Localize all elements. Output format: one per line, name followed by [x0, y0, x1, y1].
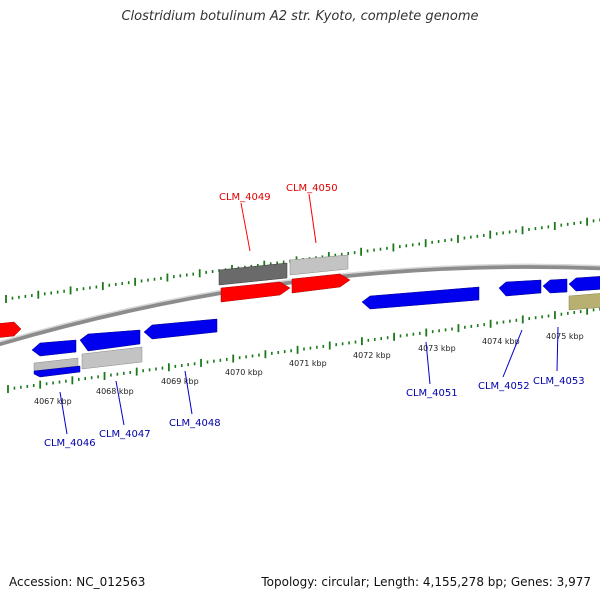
scale-label: 4073 kbp: [418, 344, 456, 353]
accession-text: Accession: NC_012563: [9, 575, 146, 589]
leader-line: [502, 329, 523, 378]
leader-line: [240, 202, 251, 252]
scale-label: 4075 kbp: [546, 332, 584, 341]
gene-clm-4048[interactable]: [143, 318, 218, 340]
gene-clm-4049[interactable]: [220, 281, 291, 303]
gene-label-clm-4053[interactable]: CLM_4053: [533, 376, 585, 387]
map-title: Clostridium botulinum A2 str. Kyoto, com…: [121, 9, 479, 24]
feature-layer: [0, 254, 600, 378]
gene-clm-4050[interactable]: [291, 273, 351, 294]
scale-label: 4070 kbp: [225, 368, 263, 377]
genome-summary-text: Topology: circular; Length: 4,155,278 bp…: [261, 575, 591, 589]
scale-label: 4069 kbp: [161, 377, 199, 386]
leader-line: [59, 391, 68, 435]
leader-line: [308, 193, 317, 244]
gene-label-clm-4049[interactable]: CLM_4049: [219, 192, 271, 203]
scale-label: 4074 kbp: [482, 337, 520, 346]
gene-clm-4053[interactable]: [542, 278, 568, 294]
gene-clm-4047-pseudo[interactable]: [81, 346, 143, 370]
leader-line: [425, 341, 431, 385]
gene-label-clm-4046[interactable]: CLM_4046: [44, 438, 96, 449]
scale-label: 4068 kbp: [96, 387, 134, 396]
scale-labels: 4067 kbp 4068 kbp 4069 kbp 4070 kbp 4071…: [34, 332, 584, 406]
gene-clm-4046-b[interactable]: [33, 365, 81, 378]
scale-label: 4071 kbp: [289, 359, 327, 368]
gene-label-clm-4051[interactable]: CLM_4051: [406, 388, 458, 399]
gene-forward-partial[interactable]: [0, 321, 22, 338]
scale-label: 4067 kbp: [34, 397, 72, 406]
gene-clm-4053-b[interactable]: [568, 276, 600, 292]
leader-line: [184, 370, 193, 415]
genome-backbone-highlight: [0, 263, 600, 343]
gene-clm-4046[interactable]: [31, 339, 77, 357]
scale-label: 4072 kbp: [353, 351, 391, 360]
gene-clm-4047[interactable]: [79, 329, 141, 352]
gene-clm-4052[interactable]: [498, 279, 542, 297]
gene-label-clm-4047[interactable]: CLM_4047: [99, 429, 151, 440]
gene-label-clm-4052[interactable]: CLM_4052: [478, 381, 530, 392]
gene-clm-4051[interactable]: [361, 286, 480, 310]
leader-line: [556, 326, 559, 372]
tick-track-upper: [5, 217, 600, 303]
gene-label-clm-4048[interactable]: CLM_4048: [169, 418, 221, 429]
forward-gene-labels: CLM_4049 CLM_4050: [219, 183, 338, 252]
tick-track-lower: [7, 306, 600, 393]
reverse-gene-labels: CLM_4046 CLM_4047 CLM_4048 CLM_4051 CLM_…: [44, 326, 585, 449]
gene-other[interactable]: [568, 293, 600, 311]
gene-clm-4049-pseudo[interactable]: [218, 262, 288, 286]
gene-label-clm-4050[interactable]: CLM_4050: [286, 183, 338, 194]
gene-clm-4050-pseudo[interactable]: [289, 254, 349, 276]
leader-line: [115, 380, 125, 426]
